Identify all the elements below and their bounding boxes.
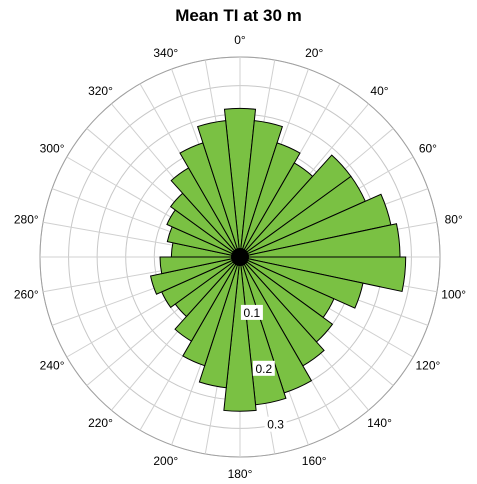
angle-label: 320° xyxy=(88,84,113,98)
angle-label: 100° xyxy=(441,288,466,302)
chart-title: Mean TI at 30 m xyxy=(175,6,302,25)
angle-label: 160° xyxy=(302,454,327,468)
radial-tick-label: 0.3 xyxy=(267,418,284,432)
angle-label: 340° xyxy=(153,46,178,60)
angle-label: 260° xyxy=(14,288,39,302)
radial-labels: 0.1 0.2 0.3 xyxy=(240,304,287,432)
angle-label: 0° xyxy=(234,33,246,47)
bar-sector xyxy=(223,256,257,412)
bar-sector xyxy=(159,256,241,275)
bar-series xyxy=(149,107,407,412)
angle-label: 200° xyxy=(153,454,178,468)
bar-sector xyxy=(174,256,241,342)
angle-label: 20° xyxy=(305,46,323,60)
angle-labels: 0° 20° 40° 60° 80° 100° 120° 140° 160° 180° 200° 22… xyxy=(14,33,466,481)
angle-label: 240° xyxy=(40,359,65,373)
angle-label: 140° xyxy=(367,416,392,430)
bar-sector xyxy=(239,142,301,258)
radial-tick-label: 0.1 xyxy=(244,306,261,320)
bar-sector xyxy=(182,256,241,367)
angle-label: 220° xyxy=(88,416,113,430)
angle-label: 300° xyxy=(40,142,65,156)
radial-label-bg xyxy=(264,416,287,432)
bar-sector xyxy=(149,256,241,295)
angle-label: 180° xyxy=(228,467,253,481)
angle-label: 120° xyxy=(415,359,440,373)
radial-tick-label: 0.2 xyxy=(255,362,272,376)
center-hub xyxy=(231,248,249,266)
bar-sector xyxy=(196,120,241,258)
bar-sector xyxy=(239,256,364,309)
angle-label: 60° xyxy=(419,142,437,156)
angle-label: 40° xyxy=(370,84,388,98)
bar-sector xyxy=(223,107,257,258)
angle-label: 280° xyxy=(14,212,39,226)
radial-label-bg xyxy=(240,304,263,320)
radial-label-bg xyxy=(252,360,275,376)
angle-label: 80° xyxy=(445,212,463,226)
